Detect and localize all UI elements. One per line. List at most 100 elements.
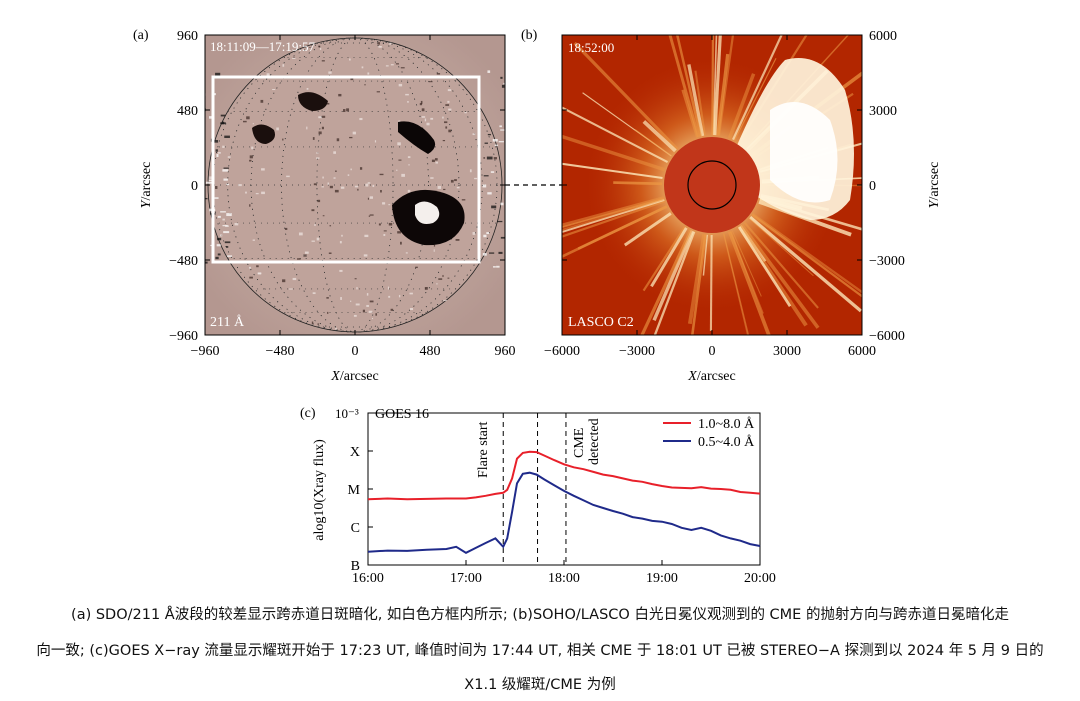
speckle [355, 303, 360, 306]
speckle [407, 189, 411, 193]
series-line-short [367, 471, 761, 554]
speckle [426, 122, 430, 126]
c-xtick-0: 16:00 [352, 571, 384, 586]
streamer-ray [634, 129, 672, 157]
speckle [415, 266, 418, 269]
limb-speckle [208, 179, 213, 182]
limb-speckle [201, 151, 203, 153]
speckle [420, 100, 423, 104]
speckle [327, 311, 329, 314]
speckle [256, 265, 259, 268]
speckle [367, 197, 369, 200]
panel-b-corona [562, 35, 862, 335]
speckle [312, 137, 315, 140]
streamer-ray [562, 198, 665, 231]
speckle [292, 57, 296, 60]
speckle [407, 101, 409, 103]
speckle [349, 136, 353, 139]
panel-a-ylabel: Y/arcsec [139, 162, 154, 209]
speckle [249, 204, 251, 207]
speckle [359, 117, 363, 121]
speckle [336, 138, 340, 142]
speckle [261, 168, 265, 171]
speckle [319, 47, 322, 50]
panel-b-axis-ticks [561, 34, 863, 336]
speckle [322, 215, 325, 217]
limb-speckle [225, 225, 229, 227]
speckle [397, 142, 401, 146]
speckle [243, 120, 247, 123]
limb-speckle [489, 252, 495, 254]
speckle [333, 177, 336, 179]
limb-speckle [205, 181, 212, 184]
event-cme-2: detected [587, 418, 602, 465]
streamer-ray [691, 234, 707, 335]
speckle [433, 244, 436, 247]
a-ytick-2: 0 [191, 179, 198, 194]
streamer-ray [562, 134, 665, 172]
a-xtick-2: 0 [352, 344, 359, 359]
speckle [443, 188, 446, 191]
speckle [347, 174, 350, 176]
speckle [387, 286, 389, 290]
limb-speckle [482, 253, 487, 256]
speckle [383, 233, 386, 236]
panel-a: (a) 18:11:09—17:19:57 211 Å −960 −480 0 … [133, 28, 516, 384]
speckle [311, 240, 315, 242]
speckle [321, 126, 324, 130]
streamer-ray [642, 120, 677, 153]
panel-a-xticklabels: −960 −480 0 480 960 [191, 344, 516, 359]
speckle [282, 279, 286, 283]
class-label-m: M [348, 483, 361, 498]
limb-speckle [491, 205, 497, 209]
streamer-ray [653, 231, 696, 335]
speckle [409, 308, 414, 311]
a-ytick-3: −480 [169, 254, 198, 269]
speckle [407, 156, 411, 159]
limb-speckle [216, 153, 219, 157]
speckle [306, 126, 308, 130]
b-xtick-4: 6000 [848, 344, 876, 359]
a-xtick-3: 480 [420, 344, 441, 359]
speckle [405, 93, 409, 96]
a-ytick-0: 960 [177, 29, 198, 44]
b-ytick-4: −6000 [869, 329, 905, 344]
goes-class-labels: X M C B [348, 445, 361, 574]
speckle [303, 254, 307, 257]
speckle [448, 129, 452, 133]
speckle [326, 102, 330, 105]
streamer-ray [652, 230, 694, 321]
speckle [251, 146, 254, 150]
limb-speckle [205, 261, 208, 264]
limb-speckle [483, 175, 489, 177]
speckle [388, 204, 391, 206]
limb-speckle [490, 171, 495, 173]
speckle [335, 327, 337, 330]
speckle [298, 232, 303, 236]
grid-longitude [212, 37, 498, 333]
speckle [408, 164, 410, 166]
speckle [424, 118, 427, 122]
speckle [257, 272, 262, 275]
limb-speckle [498, 251, 503, 254]
speckle [328, 71, 332, 74]
speckle [401, 173, 405, 177]
a-xtick-1: −480 [266, 344, 295, 359]
speckle [350, 168, 352, 171]
speckle [447, 89, 452, 92]
speckle [376, 91, 380, 93]
panel-a-xlabel: X/arcsec [330, 369, 378, 384]
speckle [326, 297, 329, 299]
limb-speckle [215, 149, 218, 152]
speckle [316, 152, 319, 154]
speckle [448, 108, 452, 111]
limb-speckle [501, 84, 505, 88]
caption-line-3: X1.1 级耀斑/CME 为例 [464, 677, 616, 693]
limb-speckle [222, 169, 229, 172]
streamer-ray [740, 224, 820, 329]
speckle [388, 295, 391, 298]
class-label-b: B [351, 559, 360, 574]
speckle [366, 304, 369, 307]
speckle [329, 225, 332, 227]
